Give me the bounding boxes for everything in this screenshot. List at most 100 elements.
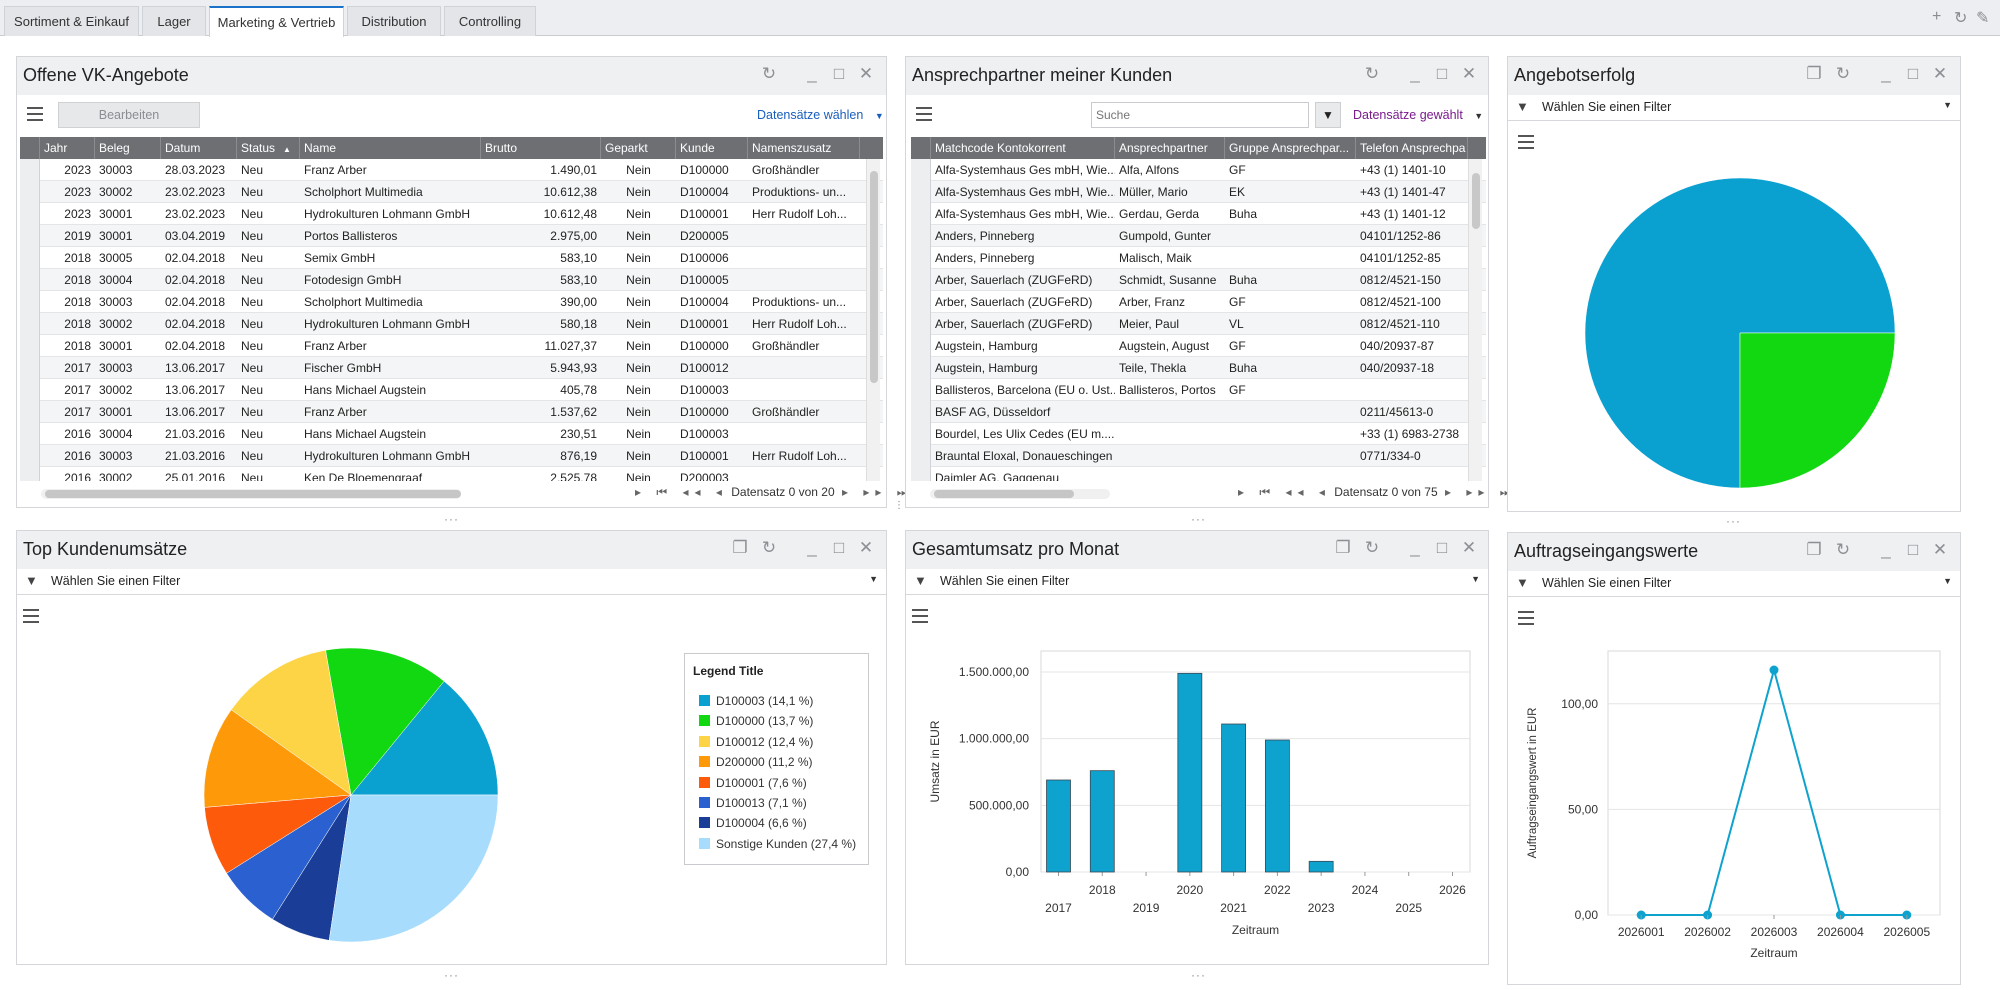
table-row[interactable]: Arber, Sauerlach (ZUGFeRD) Meier, Paul VL 0… [911,313,1486,335]
column-header[interactable]: Gruppe Ansprechpar... [1225,137,1356,159]
row-selector[interactable] [911,203,931,225]
data-point[interactable] [1769,665,1779,675]
row-selector[interactable] [911,225,931,247]
filter-select[interactable]: ▼ Wählen Sie einen Filter ▼ [906,569,1488,595]
table-row[interactable]: Ballisteros, Barcelona (EU o. Ust... Ball… [911,379,1486,401]
row-selector[interactable] [20,313,40,335]
scrollbar-thumb[interactable] [870,171,878,383]
resize-grip-icon[interactable]: ··· [444,968,459,982]
scrollbar-thumb[interactable] [1472,173,1480,229]
pager-next-last-icons[interactable]: ▸ ▸▸ ⏭ [842,485,914,499]
pie-slice[interactable] [350,680,499,796]
restore-icon[interactable]: ❐ [1806,64,1822,83]
resize-grip-icon[interactable]: ··· [1191,968,1206,982]
row-selector[interactable] [20,269,40,291]
table-row[interactable]: Alfa-Systemhaus Ges mbH, Wie... Alfa, Alf… [911,159,1486,181]
legend-item[interactable]: D100001 (7,6 %) [699,776,807,790]
table-row[interactable]: 2016 30004 21.03.2016 Neu Hans Michael Augst… [20,423,883,445]
table-row[interactable]: 2023 30002 23.02.2023 Neu Scholphort Multime… [20,181,883,203]
horizontal-scrollbar[interactable] [41,489,461,499]
bar[interactable] [1089,770,1115,873]
column-header-status[interactable]: Status ▲ [237,137,300,159]
pie-slice[interactable] [325,647,445,796]
row-selector[interactable] [20,445,40,467]
legend-item[interactable]: D100013 (7,1 %) [699,796,807,810]
maximize-icon[interactable]: □ [833,538,845,557]
filter-select[interactable]: ▼ Wählen Sie einen Filter ▼ [1508,95,1960,121]
menu-icon[interactable] [23,609,39,623]
filter-select[interactable]: ▼ Wählen Sie einen Filter ▼ [17,569,886,595]
column-header[interactable]: Matchcode Kontokorrent [931,137,1115,159]
row-selector[interactable] [911,269,931,291]
table-row[interactable]: 2016 30003 21.03.2016 Neu Hydrokulturen Lohm… [20,445,883,467]
scrollbar-thumb[interactable] [934,490,1074,498]
vertical-scrollbar[interactable] [866,159,880,481]
table-row[interactable]: 2018 30001 02.04.2018 Neu Franz Arber 11.027,… [20,335,883,357]
pager-first-prev-icons[interactable]: ▸ ⏮ ◂◂ ◂ [1238,485,1331,499]
minimize-icon[interactable]: _ [807,538,817,557]
tab-sortiment-einkauf[interactable]: Sortiment & Einkauf [4,6,139,36]
row-selector[interactable] [20,247,40,269]
maximize-icon[interactable]: □ [1907,64,1919,83]
filter-button[interactable]: ▼ [1315,102,1341,128]
restore-icon[interactable]: ❐ [732,538,748,557]
table-row[interactable]: Arber, Sauerlach (ZUGFeRD) Arber, Franz GF… [911,291,1486,313]
table-row[interactable]: Alfa-Systemhaus Ges mbH, Wie... Gerdau, G… [911,203,1486,225]
column-header[interactable]: Jahr [40,137,95,159]
resize-grip-icon[interactable]: ⋮ [894,500,905,511]
refresh-icon[interactable]: ↻ [761,538,777,557]
table-row[interactable]: 2023 30003 28.03.2023 Neu Franz Arber 1.490,0… [20,159,883,181]
maximize-icon[interactable]: □ [833,64,845,83]
legend-item[interactable]: D100000 (13,7 %) [699,714,813,728]
add-icon[interactable]: + [1932,8,1942,25]
minimize-icon[interactable]: _ [1410,64,1420,83]
legend-item[interactable]: D100004 (6,6 %) [699,816,807,830]
pager-first-prev-icons[interactable]: ▸ ⏮ ◂◂ ◂ [635,485,728,499]
pie-slice[interactable] [1739,332,1896,489]
table-row[interactable]: BASF AG, Düsseldorf 0211/45613-0 [911,401,1486,423]
row-selector[interactable] [911,313,931,335]
horizontal-scrollbar[interactable] [930,489,1110,499]
table-row[interactable]: Augstein, Hamburg Teile, Thekla Buha 040/20… [911,357,1486,379]
table-row[interactable]: Anders, Pinneberg Malisch, Maik 04101/1252… [911,247,1486,269]
close-icon[interactable]: ✕ [858,538,874,557]
row-selector[interactable] [911,401,931,423]
close-icon[interactable]: ✕ [1932,64,1948,83]
column-header[interactable]: Beleg [95,137,161,159]
bar[interactable] [1264,739,1290,873]
search-input[interactable] [1091,102,1309,128]
tab-marketing-vertrieb[interactable]: Marketing & Vertrieb [209,6,344,37]
bar[interactable] [1308,860,1334,873]
row-selector[interactable] [20,467,40,481]
row-selector[interactable] [20,401,40,423]
column-header[interactable]: Ansprechpartner [1115,137,1225,159]
column-header[interactable]: Geparkt [601,137,676,159]
minimize-icon[interactable]: _ [1881,64,1891,83]
maximize-icon[interactable]: □ [1907,540,1919,559]
table-row[interactable]: 2017 30003 13.06.2017 Neu Fischer GmbH 5.943,… [20,357,883,379]
column-header[interactable]: Name [300,137,481,159]
scrollbar-thumb[interactable] [45,490,461,498]
table-row[interactable]: Anders, Pinneberg Gumpold, Gunter 04101/12… [911,225,1486,247]
bar[interactable] [1221,723,1247,873]
minimize-icon[interactable]: _ [1410,538,1420,557]
legend-item[interactable]: D200000 (11,2 %) [699,755,813,769]
row-selector[interactable] [20,225,40,247]
refresh-icon[interactable]: ↻ [1364,64,1380,83]
column-header[interactable]: Brutto [481,137,601,159]
resize-grip-icon[interactable]: ··· [444,512,459,526]
refresh-icon[interactable]: ↻ [1364,538,1380,557]
table-row[interactable]: 2018 30003 02.04.2018 Neu Scholphort Multime… [20,291,883,313]
table-row[interactable]: Augstein, Hamburg Augstein, August GF 040/2… [911,335,1486,357]
restore-icon[interactable]: ❐ [1806,540,1822,559]
row-selector[interactable] [911,247,931,269]
row-selector[interactable] [911,291,931,313]
table-row[interactable]: 2023 30001 23.02.2023 Neu Hydrokulturen Lohm… [20,203,883,225]
row-selector[interactable] [20,159,40,181]
pie-slice[interactable] [1584,177,1896,489]
menu-icon[interactable] [916,107,932,121]
menu-icon[interactable] [1518,135,1534,149]
column-header[interactable]: Kunde [676,137,748,159]
row-selector[interactable] [20,357,40,379]
legend-item[interactable]: D100003 (14,1 %) [699,694,813,708]
